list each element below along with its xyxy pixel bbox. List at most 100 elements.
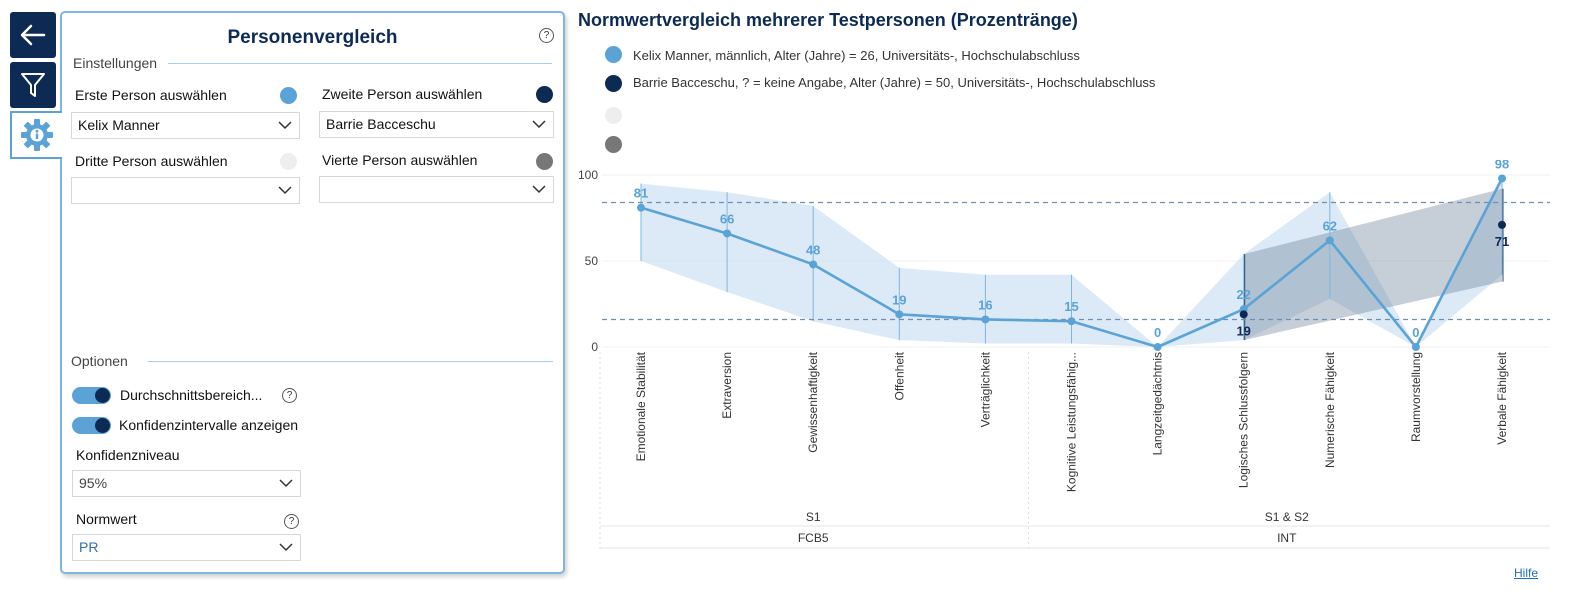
- confidence-interval-label: Konfidenzintervalle anzeigen: [119, 417, 299, 433]
- series-1-point: [1498, 174, 1506, 183]
- options-section-label: Optionen: [71, 353, 128, 369]
- average-range-label: Durchschnittsbereich...: [120, 387, 263, 403]
- series-1-point: [723, 229, 732, 238]
- x-category-label: Kognitive Leistungsfähig...: [1065, 352, 1079, 492]
- group-label-level-1: S1: [806, 510, 821, 524]
- series-1-point: [1153, 343, 1162, 351]
- back-button[interactable]: [10, 12, 56, 58]
- toggle-knob: [95, 418, 110, 433]
- chevron-down-icon: [278, 186, 292, 195]
- person3-select[interactable]: [71, 177, 300, 204]
- series-2-point: [1498, 220, 1506, 229]
- legend-dot-series-1: [605, 46, 622, 63]
- chevron-down-icon: [278, 121, 292, 130]
- options-divider: [148, 361, 553, 362]
- back-arrow-icon: [20, 24, 46, 46]
- series-1-point: [809, 260, 818, 269]
- legend-label-series-2: Barrie Bacceschu, ? = keine Angabe, Alte…: [633, 75, 1156, 90]
- series-1-point: [1067, 317, 1076, 326]
- data-label-series-1: 22: [1236, 287, 1250, 302]
- filter-button[interactable]: [10, 62, 56, 108]
- help-icon[interactable]: ?: [539, 28, 554, 43]
- person3-label: Dritte Person auswählen: [75, 153, 228, 169]
- person1-select[interactable]: Kelix Manner: [71, 112, 300, 139]
- series-1-point: [981, 315, 990, 324]
- legend-dot-series-2: [605, 75, 622, 92]
- data-label-series-1: 98: [1495, 160, 1509, 171]
- series-1-point: [637, 203, 645, 212]
- person2-select[interactable]: Barrie Bacceschu: [319, 111, 554, 138]
- data-label-series-1: 15: [1064, 299, 1078, 314]
- data-label-series-1: 48: [806, 242, 820, 257]
- average-range-toggle[interactable]: [72, 387, 111, 404]
- toggle-knob: [95, 388, 110, 403]
- y-tick-label: 100: [578, 168, 598, 182]
- legend-label-series-1: Kelix Manner, männlich, Alter (Jahre) = …: [633, 48, 1080, 63]
- gear-info-icon: [21, 119, 53, 151]
- average-range-help-icon[interactable]: ?: [282, 388, 297, 403]
- settings-divider: [168, 63, 552, 64]
- x-category-label: Offenheit: [892, 351, 906, 400]
- x-category-label: Raumvorstellung: [1409, 352, 1423, 442]
- x-category-label: Langzeitgedächtnis: [1151, 352, 1165, 455]
- y-tick-label: 0: [591, 340, 598, 354]
- series-1-point: [1325, 236, 1334, 245]
- normwert-select[interactable]: PR: [72, 534, 301, 561]
- normwert-help-icon[interactable]: ?: [284, 514, 299, 529]
- legend-dot-series-3: [605, 107, 622, 124]
- normwert-label: Normwert: [76, 511, 137, 527]
- person1-select-value: Kelix Manner: [78, 117, 160, 133]
- chart-plot: 0 50 100 81 66 48 19 16 15 0 22 62 0 98 19 71 Emotionale…: [578, 160, 1550, 550]
- group-label-level-2: INT: [1277, 531, 1297, 545]
- x-category-label: Extraversion: [720, 352, 734, 419]
- y-tick-label: 50: [585, 254, 599, 268]
- settings-panel: Personenvergleich ? Einstellungen Erste …: [60, 11, 565, 574]
- x-category-label: Numerische Fähigkeit: [1323, 351, 1337, 468]
- confidence-level-label: Konfidenzniveau: [76, 447, 180, 463]
- person3-color-dot: [280, 153, 297, 170]
- x-category-label: Verbale Fähigkeit: [1495, 351, 1509, 444]
- x-category-label: Logisches Schlussfolgern: [1237, 352, 1251, 488]
- data-label-series-1: 16: [978, 297, 992, 312]
- person4-label: Vierte Person auswählen: [322, 152, 478, 168]
- person2-label: Zweite Person auswählen: [322, 86, 483, 102]
- person1-label: Erste Person auswählen: [75, 87, 227, 103]
- data-label-series-2: 19: [1236, 323, 1250, 338]
- person2-color-dot: [536, 86, 553, 103]
- series-1-point: [895, 310, 904, 319]
- confidence-level-select[interactable]: 95%: [72, 470, 301, 497]
- data-label-series-1: 66: [720, 211, 734, 226]
- series-2-point: [1239, 310, 1248, 319]
- data-label-series-1: 0: [1154, 325, 1161, 340]
- legend-dot-series-4: [605, 136, 622, 153]
- panel-title: Personenvergleich: [227, 27, 398, 48]
- person4-select[interactable]: [319, 176, 554, 203]
- x-category-label: Emotionale Stabilität: [634, 351, 648, 461]
- chevron-down-icon: [532, 185, 546, 194]
- data-label-series-1: 0: [1412, 325, 1419, 340]
- confidence-level-value: 95%: [79, 475, 108, 491]
- chevron-down-icon: [279, 543, 293, 552]
- data-label-series-1: 62: [1323, 218, 1337, 233]
- person4-color-dot: [536, 153, 553, 170]
- person1-color-dot: [280, 87, 297, 104]
- series-1-point: [1411, 343, 1420, 351]
- chart-title: Normwertvergleich mehrerer Testpersonen …: [578, 10, 1078, 30]
- normwert-value: PR: [79, 539, 99, 555]
- chevron-down-icon: [532, 120, 546, 129]
- x-category-label: Gewissenhaftigkeit: [806, 351, 820, 452]
- data-label-series-1: 81: [634, 186, 648, 201]
- person2-select-value: Barrie Bacceschu: [326, 116, 436, 132]
- settings-button[interactable]: [10, 111, 62, 159]
- confidence-interval-toggle[interactable]: [72, 417, 111, 434]
- group-label-level-2: FCB5: [798, 531, 829, 545]
- confidence-band-series-2: [1243, 188, 1502, 341]
- x-category-label: Verträglichkeit: [978, 351, 992, 427]
- group-label-level-1: S1 & S2: [1265, 510, 1309, 524]
- data-label-series-2: 71: [1495, 234, 1509, 249]
- data-label-series-1: 19: [892, 292, 906, 307]
- chevron-down-icon: [279, 479, 293, 488]
- confidence-band-series-1: [641, 175, 1502, 347]
- filter-icon: [21, 73, 45, 97]
- help-link[interactable]: Hilfe: [1514, 566, 1539, 580]
